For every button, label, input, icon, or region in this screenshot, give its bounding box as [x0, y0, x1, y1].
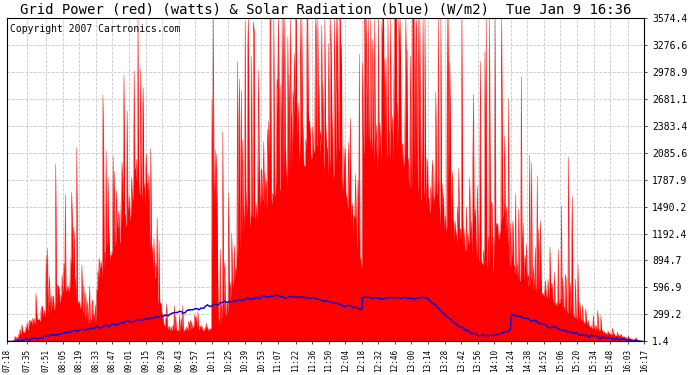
Title: Grid Power (red) (watts) & Solar Radiation (blue) (W/m2)  Tue Jan 9 16:36: Grid Power (red) (watts) & Solar Radiati… [20, 3, 631, 17]
Text: Copyright 2007 Cartronics.com: Copyright 2007 Cartronics.com [10, 24, 181, 34]
